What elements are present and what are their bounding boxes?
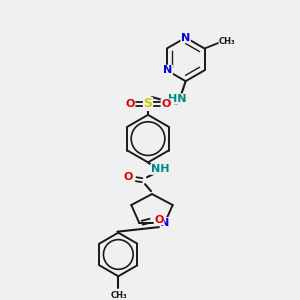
Text: N: N	[163, 65, 172, 75]
Text: N: N	[181, 33, 190, 43]
Text: CH₃: CH₃	[111, 291, 128, 300]
Text: N: N	[160, 218, 170, 228]
Text: O: O	[161, 99, 170, 109]
Text: O: O	[125, 99, 135, 109]
Text: NH: NH	[151, 164, 169, 174]
Text: O: O	[154, 215, 164, 225]
Text: S: S	[143, 98, 152, 110]
Text: O: O	[124, 172, 133, 182]
Text: HN: HN	[169, 94, 187, 104]
Text: CH₃: CH₃	[219, 37, 236, 46]
